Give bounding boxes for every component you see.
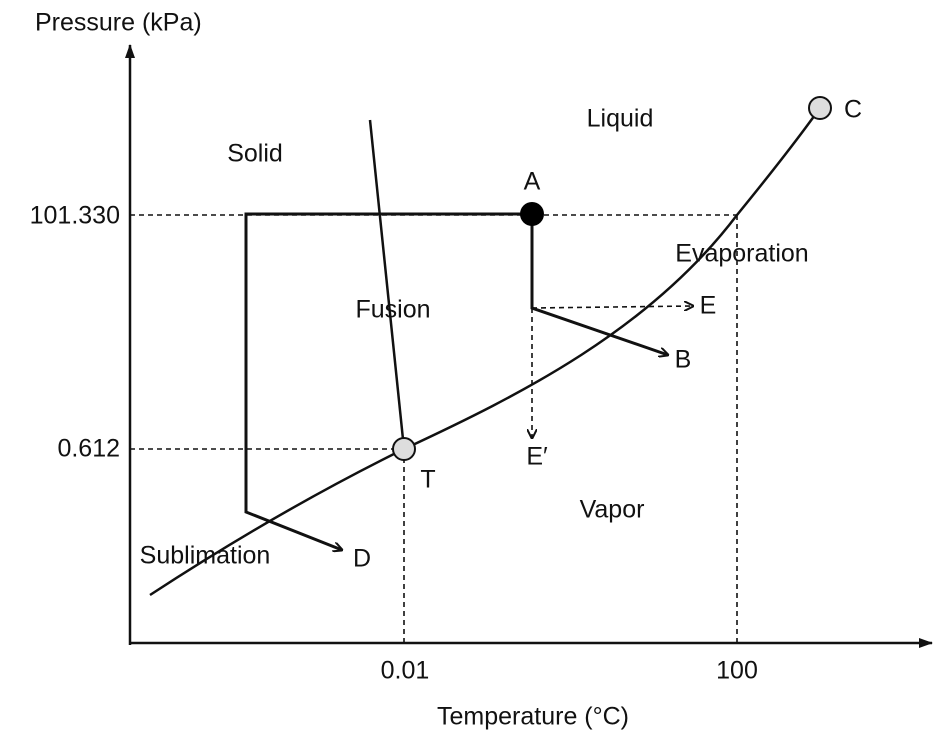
guides [130, 214, 738, 643]
line-label: Fusion [355, 296, 430, 324]
y-label: Pressure (kPa) [35, 9, 202, 37]
point-label: E [700, 292, 717, 320]
y-tick: 0.612 [57, 435, 120, 463]
critical-point [808, 96, 832, 120]
x-tick: 100 [716, 657, 758, 685]
region-label: Vapor [580, 496, 645, 524]
y-tick: 101.330 [30, 202, 120, 230]
point-label: A [524, 168, 541, 196]
x-tick: 0.01 [381, 657, 430, 685]
point-label: T [420, 466, 435, 494]
path-a-d [244, 212, 532, 550]
vapor-curve [149, 107, 822, 597]
path-a-b [530, 214, 668, 355]
path-e [531, 306, 693, 308]
region-label: Liquid [587, 105, 654, 133]
fusion-line [368, 119, 406, 450]
line-label: Evaporation [675, 240, 808, 268]
point-label: D [353, 545, 371, 573]
point-label: E′ [526, 443, 548, 471]
point-label: B [675, 346, 692, 374]
line-label: Sublimation [140, 542, 271, 570]
x-label: Temperature (°C) [437, 703, 629, 731]
point-a [520, 202, 544, 226]
point-label: C [844, 96, 862, 124]
triple-point [392, 437, 416, 461]
region-label: Solid [227, 140, 283, 168]
